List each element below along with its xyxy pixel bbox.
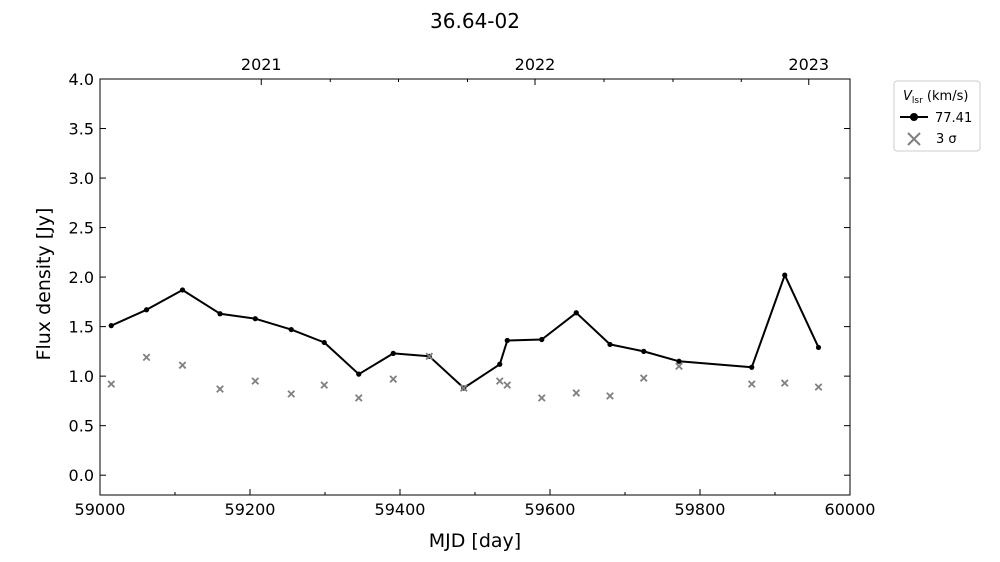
sigma-marker-stroke — [780, 379, 789, 387]
sigma-marker — [572, 389, 581, 397]
legend-box — [893, 80, 981, 152]
sigma-marker-stroke — [495, 377, 504, 385]
sigma-marker-stroke — [251, 377, 260, 385]
sigma-marker — [814, 383, 823, 391]
y-tick-label-4: 2.0 — [69, 268, 94, 287]
legend-marker-swatch — [910, 113, 918, 121]
plot-frame — [99, 78, 851, 496]
sigma-marker — [606, 392, 614, 400]
sigma-marker-stroke — [675, 362, 683, 371]
series-line — [110, 274, 820, 389]
sigma-marker — [537, 394, 546, 402]
sigma-marker-stroke — [814, 383, 823, 391]
sigma-marker — [178, 361, 187, 370]
legend-title: Vlsr (km/s) — [903, 89, 968, 106]
sigma-marker-stroke — [425, 352, 434, 361]
sigma-marker-stroke — [606, 392, 614, 400]
sigma-marker-stroke — [142, 353, 151, 362]
legend: Vlsr (km/s) 77.41 3 σ — [893, 80, 981, 152]
y-tick-label-7: 3.5 — [69, 120, 94, 139]
series-point — [749, 364, 755, 370]
series-point — [641, 348, 647, 354]
top-tick-label-0: 2021 — [241, 55, 282, 74]
sigma-marker — [425, 352, 434, 361]
series-point — [356, 371, 362, 377]
x-tick-label-5: 60000 — [825, 500, 876, 519]
series-point — [217, 311, 223, 317]
legend-entry-series: 77.41 — [935, 111, 972, 126]
sigma-marker — [747, 380, 756, 388]
sigma-marker — [495, 377, 504, 385]
sigma-marker-stroke — [389, 375, 398, 383]
sigma-marker-stroke — [287, 390, 296, 398]
sigma-marker-stroke — [178, 361, 187, 370]
sigma-marker-stroke — [572, 389, 581, 397]
plot-data — [107, 272, 823, 402]
y-tick-label-8: 4.0 — [69, 70, 94, 89]
series-point — [676, 358, 682, 364]
chart-title: 36.64-02 — [430, 9, 520, 33]
series-point — [815, 344, 822, 351]
legend-title-main: V — [903, 89, 913, 104]
sigma-marker — [216, 385, 224, 393]
sigma-marker — [389, 375, 398, 383]
sigma-marker — [320, 381, 329, 389]
series-point — [321, 339, 327, 346]
sigma-marker — [142, 353, 151, 362]
sigma-marker — [503, 381, 512, 389]
y-tick-label-6: 3.0 — [69, 169, 94, 188]
sigma-marker-stroke — [107, 380, 116, 388]
sigma-marker — [251, 377, 260, 385]
sigma-marker — [107, 380, 116, 388]
sigma-marker-stroke — [320, 381, 329, 389]
sigma-marker-stroke — [747, 380, 756, 388]
series-point — [497, 361, 503, 367]
sigma-marker — [780, 379, 789, 387]
sigma-marker-stroke — [459, 384, 468, 392]
series-point — [108, 323, 114, 329]
x-axis-title: MJD [day] — [429, 530, 521, 552]
series-point — [143, 307, 150, 313]
top-tick-label-2: 2023 — [788, 55, 829, 74]
sigma-marker — [639, 374, 648, 382]
legend-title-sub: lsr — [912, 96, 923, 106]
y-tick-label-1: 0.5 — [69, 417, 94, 436]
y-tick-label-5: 2.5 — [69, 219, 94, 238]
sigma-marker-stroke — [639, 374, 648, 382]
x-tick-label-3: 59600 — [525, 500, 576, 519]
series-point — [504, 337, 510, 344]
sigma-marker-stroke — [537, 394, 546, 402]
legend-entry-sigma: 3 σ — [936, 132, 957, 147]
series-point — [782, 272, 788, 278]
series-point — [288, 326, 294, 333]
axes: 59000 59200 59400 59600 59800 60000 0.0 0.5 1.0 1… — [69, 55, 876, 519]
y-tick-label-2: 1.0 — [69, 367, 94, 386]
series-point — [539, 336, 545, 343]
top-tick-label-1: 2022 — [515, 55, 556, 74]
series-point — [573, 310, 579, 316]
x-tick-label-2: 59400 — [375, 500, 426, 519]
x-tick-label-0: 59000 — [75, 500, 126, 519]
sigma-marker-stroke — [503, 381, 512, 389]
series-point — [179, 287, 186, 293]
series-point — [252, 316, 258, 322]
legend-cross-swatch — [907, 132, 921, 146]
y-tick-label-3: 1.5 — [69, 318, 94, 337]
sigma-marker-stroke — [354, 394, 363, 402]
sigma-marker — [459, 384, 468, 392]
y-axis-title: Flux density [Jy] — [33, 208, 55, 361]
sigma-marker — [354, 394, 363, 402]
series-point — [390, 350, 396, 356]
x-tick-label-4: 59800 — [675, 500, 726, 519]
sigma-marker-stroke — [216, 385, 224, 393]
sigma-marker — [675, 362, 683, 371]
series-point — [607, 341, 613, 348]
y-tick-label-0: 0.0 — [69, 466, 94, 485]
legend-title-unit: (km/s) — [923, 89, 969, 104]
sigma-marker — [287, 390, 296, 398]
x-tick-label-1: 59200 — [225, 500, 276, 519]
